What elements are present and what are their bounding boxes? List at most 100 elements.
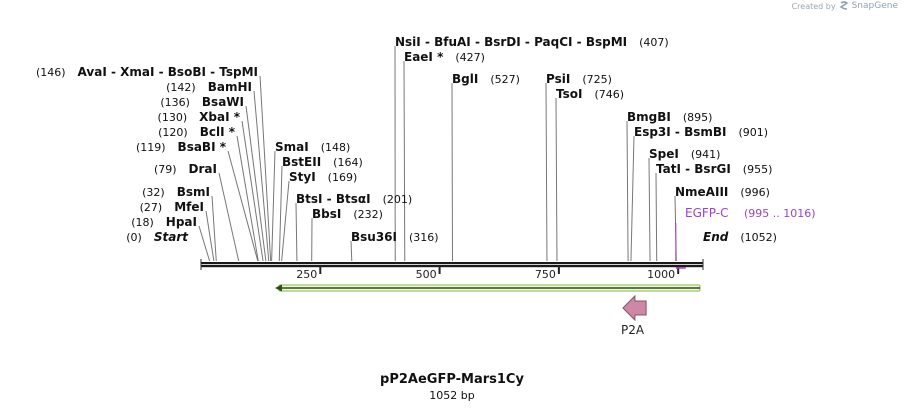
enzyme-row: XbaI * (130): [158, 110, 241, 124]
enzyme-label: EaeI *: [404, 50, 444, 64]
snapgene-credit: Created by SnapGene: [792, 1, 898, 11]
tick-label: 250: [296, 268, 317, 281]
cut-site-line: [281, 180, 290, 262]
enzyme-position: (725): [582, 73, 612, 86]
enzyme-row: SpeI (941): [649, 147, 720, 161]
credit-brand: SnapGene: [851, 1, 898, 11]
enzyme-position: (232): [353, 208, 383, 221]
cut-site-line: [211, 195, 217, 262]
enzyme-label: AvaI - XmaI - BsoBI - TspMI: [78, 65, 258, 79]
cut-site-line: [630, 135, 635, 262]
orf-arrow-head: [274, 284, 282, 292]
enzyme-position: (130): [158, 111, 188, 124]
enzyme-label: PsiI: [546, 72, 570, 86]
enzyme-position: (32): [142, 186, 165, 199]
cut-site-line: [626, 120, 629, 262]
cut-site-line: [245, 105, 267, 262]
enzyme-row: EaeI * (427): [404, 50, 485, 64]
enzyme-position: (407): [639, 36, 669, 49]
enzyme-label: HpaI: [166, 215, 197, 229]
cut-site-line: [227, 150, 259, 262]
enzyme-label: SpeI: [649, 147, 679, 161]
cut-site-line: [545, 82, 548, 262]
enzyme-label: Bsu36I: [351, 230, 397, 244]
enzyme-label: NmeAIII: [675, 185, 728, 199]
enzyme-row: TatI - BsrGI (955): [656, 162, 772, 176]
enzyme-row: Start (0): [126, 230, 189, 244]
enzyme-position: (941): [691, 148, 721, 161]
enzyme-label: NsiI - BfuAI - BsrDI - PaqCI - BspMI: [395, 35, 627, 49]
enzyme-label: TatI - BsrGI: [656, 162, 731, 176]
p2a-feature-label: P2A: [621, 323, 645, 337]
cut-site-line: [205, 210, 215, 262]
enzyme-row: NsiI - BfuAI - BsrDI - PaqCI - BspMI (407…: [395, 35, 669, 49]
enzyme-label: BamHI: [208, 80, 252, 94]
enzyme-position: (148): [321, 141, 351, 154]
enzyme-row: BglI (527): [452, 72, 520, 86]
cut-site-line: [241, 120, 264, 262]
enzyme-label: Esp3I - BsmBI: [634, 125, 726, 139]
enzyme-position: (142): [166, 81, 196, 94]
tick-label: 1000: [647, 268, 675, 281]
enzyme-row: TsoI (746): [556, 87, 624, 101]
enzyme-row: SmaI (148): [275, 140, 350, 154]
cut-site-line: [403, 60, 406, 262]
cut-site-line: [253, 90, 270, 262]
enzyme-row: BclI * (120): [158, 125, 236, 139]
enzyme-row: BbsI (232): [312, 207, 383, 221]
enzyme-row: BsaWI (136): [160, 95, 244, 109]
credit-prefix: Created by: [791, 1, 836, 11]
enzyme-label: BmgBI: [627, 110, 671, 124]
enzyme-label: BsmI: [177, 185, 210, 199]
enzyme-label: TsoI: [556, 87, 582, 101]
cut-site-line: [218, 172, 240, 262]
enzyme-label: XbaI *: [199, 110, 241, 124]
snapgene-logo-icon: [839, 1, 849, 10]
enzyme-label: BbsI: [312, 207, 341, 221]
enzyme-position: (996): [740, 186, 770, 199]
enzyme-position: (201): [383, 193, 413, 206]
enzyme-row: NmeAIII (996): [675, 185, 770, 199]
enzyme-position: (27): [140, 201, 163, 214]
cut-site-line: [278, 165, 283, 262]
enzyme-label: Start: [154, 230, 189, 244]
enzyme-row: End (1052): [703, 230, 777, 244]
backbone-top-strand: [201, 262, 703, 265]
enzyme-label: DraI: [189, 162, 217, 176]
cut-site-line: [295, 202, 298, 262]
enzyme-position: (120): [158, 126, 188, 139]
enzyme-position: (527): [490, 73, 520, 86]
enzyme-position: (0): [126, 231, 142, 244]
tick-label: 750: [535, 268, 556, 281]
enzyme-row: Bsu36I (316): [351, 230, 439, 244]
enzyme-label: BstEII: [282, 155, 321, 169]
enzyme-position: (18): [131, 216, 154, 229]
egfp-c-label: EGFP-C: [685, 206, 728, 220]
enzyme-row: BtsI - BtsαI (201): [296, 192, 412, 206]
plasmid-title: pP2AeGFP-Mars1Cy: [380, 372, 524, 387]
enzyme-row: Esp3I - BsmBI (901): [634, 125, 768, 139]
enzyme-row: HpaI (18): [131, 215, 197, 229]
cut-site-line: [236, 135, 259, 262]
enzyme-row: AvaI - XmaI - BsoBI - TspMI (146): [36, 65, 258, 79]
enzyme-position: (169): [328, 171, 358, 184]
cut-site-line: [350, 240, 353, 262]
enzyme-position: (895): [683, 111, 713, 124]
enzyme-position: (79): [154, 163, 177, 176]
enzyme-label: BsaBI *: [178, 140, 227, 154]
enzyme-row: BsmI (32): [142, 185, 210, 199]
tick-label: 500: [416, 268, 437, 281]
cut-site-line: [198, 225, 211, 262]
enzyme-label: End: [703, 230, 729, 244]
enzyme-row: BstEII (164): [282, 155, 363, 169]
enzyme-row: BamHI (142): [166, 80, 252, 94]
backbone-bottom-strand: [201, 265, 703, 268]
enzyme-label: BclI *: [200, 125, 236, 139]
enzyme-position: (955): [743, 163, 773, 176]
enzyme-row: BsaBI * (119): [136, 140, 227, 154]
enzyme-label: SmaI: [275, 140, 309, 154]
enzyme-row: MfeI (27): [140, 200, 204, 214]
enzyme-label: BsaWI: [202, 95, 244, 109]
enzyme-position: (119): [136, 141, 166, 154]
